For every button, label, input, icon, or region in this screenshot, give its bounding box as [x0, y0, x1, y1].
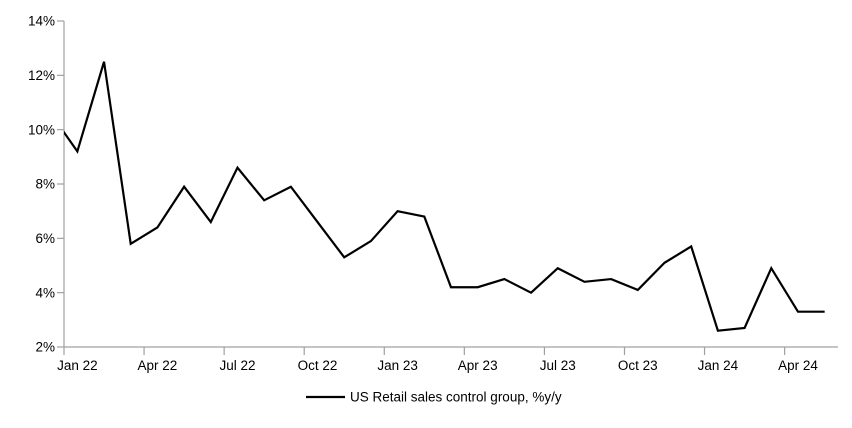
legend: US Retail sales control group, %y/y [306, 390, 562, 405]
x-tick-label: Apr 23 [458, 358, 498, 373]
x-tick-label: Jul 22 [219, 358, 255, 373]
y-axis-ticks: 14% 12% 10% 8% 6% 4% 2% [28, 14, 64, 355]
x-tick-label: Jan 23 [377, 358, 418, 373]
x-tick-label: Oct 23 [618, 358, 658, 373]
x-tick-label: Jan 24 [698, 358, 739, 373]
series-line [64, 61, 825, 332]
x-tick-label: Oct 22 [298, 358, 338, 373]
x-tick-label: Jan 22 [57, 358, 98, 373]
x-tick-label: Apr 24 [778, 358, 818, 373]
y-tick-label: 4% [35, 285, 55, 300]
y-tick-label: 8% [35, 177, 55, 192]
y-tick-label: 12% [28, 68, 55, 83]
y-tick-label: 2% [35, 340, 55, 355]
x-tick-label: Apr 22 [138, 358, 178, 373]
y-tick-label: 10% [28, 122, 55, 137]
x-tick-label: Jul 23 [540, 358, 576, 373]
legend-label: US Retail sales control group, %y/y [350, 390, 562, 405]
y-tick-label: 6% [35, 231, 55, 246]
y-tick-label: 14% [28, 14, 55, 29]
x-axis-ticks: Jan 22 Apr 22 Jul 22 Oct 22 Jan 23 Apr 23 Jul … [57, 347, 818, 373]
